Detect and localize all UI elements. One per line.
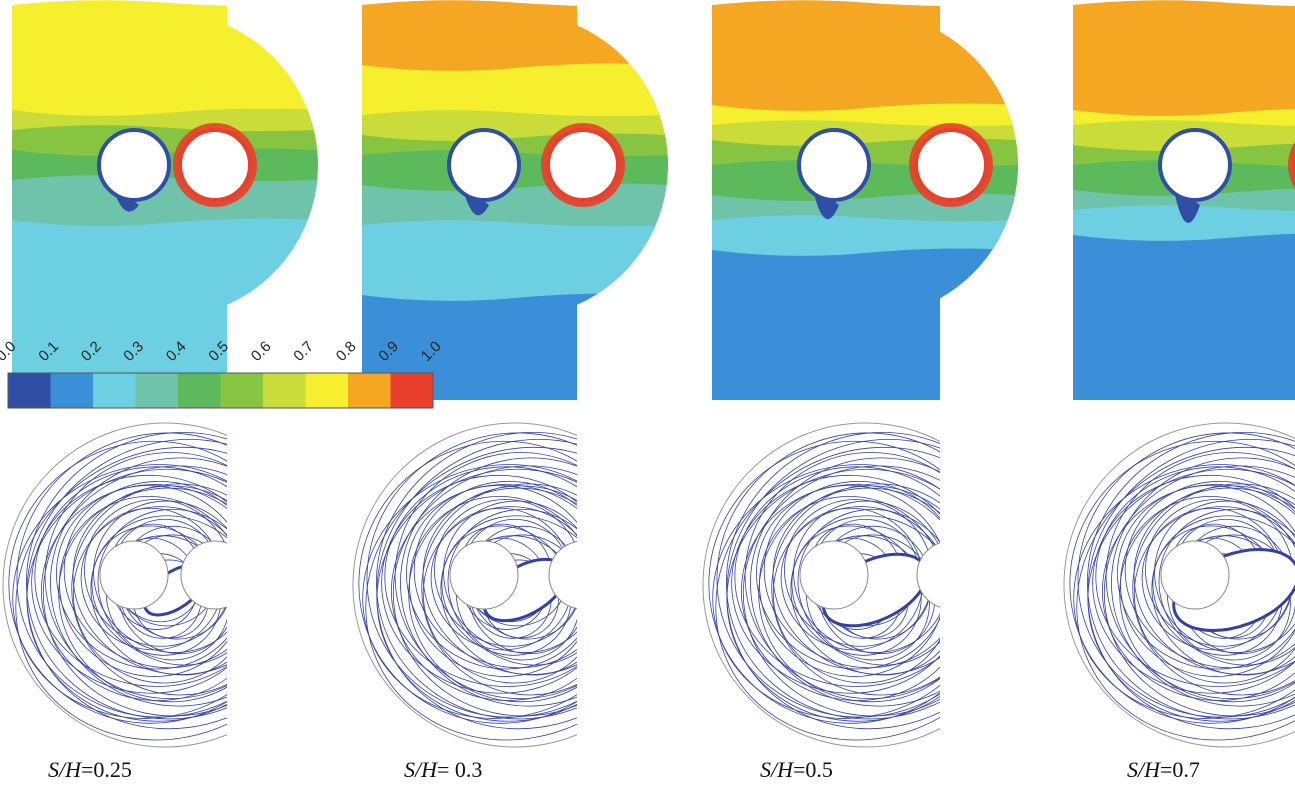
colorbar-segment: [348, 373, 391, 408]
contour-plot: [712, 0, 1018, 400]
cylinder: [800, 541, 868, 609]
contour-inner: [712, 0, 1018, 400]
cylinder: [180, 130, 250, 200]
colorbar-segment: [51, 373, 94, 408]
caption-variable: S/H: [404, 757, 438, 782]
caption-variable: S/H: [1127, 757, 1161, 782]
caption-value: =0.5: [793, 757, 833, 782]
contour-plot: [12, 0, 318, 400]
cylinder: [549, 541, 617, 609]
colorbar-segment: [391, 373, 434, 408]
caption-value: = 0.3: [437, 757, 482, 782]
caption-value: =0.7: [1160, 757, 1200, 782]
cylinder: [1160, 130, 1230, 200]
caption: S/H=0.7: [1127, 757, 1200, 782]
cylinder: [99, 130, 169, 200]
streamlines: [662, 385, 1081, 785]
cylinder: [917, 541, 985, 609]
streamlines-inner: [662, 385, 1081, 785]
cylinder: [799, 130, 869, 200]
contour-inner: [12, 0, 318, 400]
cylinder: [100, 541, 168, 609]
cylinder: [548, 130, 618, 200]
streamlines: [1023, 385, 1295, 785]
caption-variable: S/H: [760, 757, 794, 782]
cylinder: [1161, 541, 1229, 609]
colorbar-segment: [221, 373, 264, 408]
streamlines-inner: [0, 385, 381, 785]
colorbar-segment: [263, 373, 306, 408]
caption: S/H=0.5: [760, 757, 833, 782]
caption-variable: S/H: [48, 757, 82, 782]
colorbar-segment: [93, 373, 136, 408]
figure: S/H=0.25S/H= 0.3S/H=0.5S/H=0.70.00.10.20…: [0, 0, 1295, 785]
colorbar-label: 0.6: [248, 338, 275, 365]
caption-value: =0.25: [81, 757, 132, 782]
streamlines: [0, 385, 381, 785]
colorbar-label: 0.8: [333, 338, 360, 365]
streamlines-inner: [312, 385, 731, 785]
contour-inner: [362, 0, 668, 400]
cylinder: [449, 130, 519, 200]
streamlines: [312, 385, 731, 785]
contour-plot: [1073, 0, 1295, 400]
caption: S/H= 0.3: [404, 757, 482, 782]
colorbar-label: 0.7: [290, 338, 317, 365]
cylinder: [916, 130, 986, 200]
caption: S/H=0.25: [48, 757, 132, 782]
contour-plot: [362, 0, 668, 400]
contour-band: [712, 249, 1018, 400]
colorbar-segment: [8, 373, 51, 408]
cylinder: [450, 541, 518, 609]
colorbar-segment: [306, 373, 349, 408]
cylinder: [181, 541, 249, 609]
colorbar-segment: [178, 373, 221, 408]
contour-band: [1073, 234, 1295, 400]
colorbar-segment: [136, 373, 179, 408]
contour-inner: [1073, 0, 1295, 400]
